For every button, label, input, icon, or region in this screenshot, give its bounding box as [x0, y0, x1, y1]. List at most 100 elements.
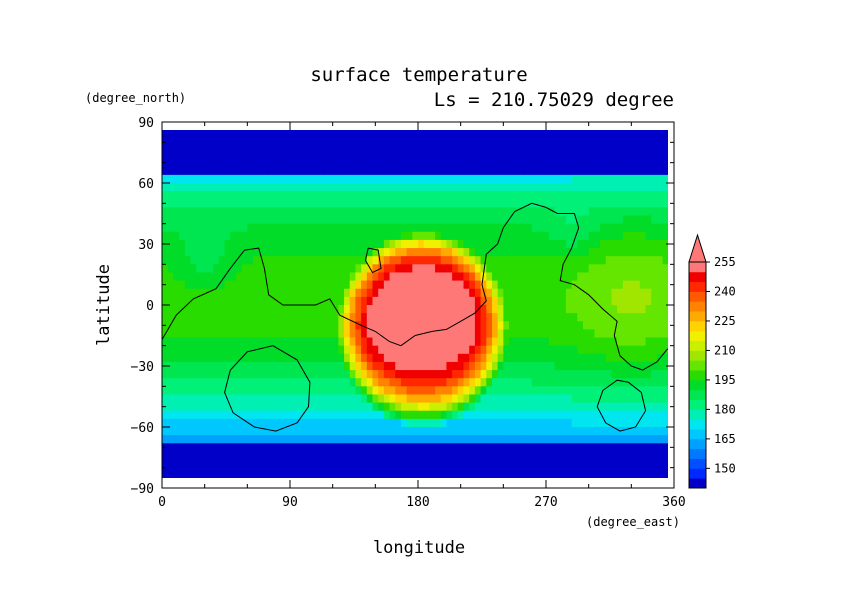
heatmap-cell	[230, 394, 237, 404]
heatmap-cell	[281, 313, 288, 322]
heatmap-cell	[270, 142, 277, 152]
heatmap-cell	[440, 199, 448, 208]
heatmap-cell	[560, 183, 567, 192]
heatmap-cell	[179, 459, 186, 469]
heatmap-cell	[213, 174, 220, 184]
heatmap-cell	[355, 467, 362, 477]
heatmap-cell	[281, 256, 288, 265]
heatmap-cell	[526, 142, 533, 152]
heatmap-cell	[622, 361, 630, 371]
heatmap-cell	[497, 191, 504, 200]
heatmap-cell	[600, 191, 607, 200]
heatmap-cell	[560, 231, 567, 241]
heatmap-cell	[418, 386, 425, 396]
heatmap-cell	[235, 329, 243, 339]
heatmap-cell	[287, 248, 294, 257]
heatmap-cell	[582, 467, 590, 477]
heatmap-cell	[292, 231, 300, 241]
heatmap-cell	[435, 435, 442, 444]
heatmap-cell	[247, 410, 254, 420]
heatmap-cell	[645, 191, 652, 200]
heatmap-cell	[469, 199, 476, 208]
heatmap-cell	[315, 386, 322, 396]
heatmap-cell	[309, 223, 317, 233]
heatmap-cell	[326, 130, 334, 135]
heatmap-cell	[389, 361, 396, 371]
heatmap-cell	[418, 443, 425, 452]
heatmap-cell	[497, 272, 504, 282]
heatmap-cell	[446, 313, 453, 322]
heatmap-cell	[418, 134, 425, 143]
heatmap-cell	[383, 313, 391, 322]
heatmap-cell	[446, 183, 453, 192]
heatmap-cell	[173, 305, 180, 314]
heatmap-cell	[230, 142, 237, 152]
heatmap-cell	[235, 443, 243, 452]
heatmap-cell	[230, 280, 237, 290]
heatmap-cell	[201, 386, 209, 396]
heatmap-cell	[270, 248, 277, 257]
heatmap-cell	[628, 305, 635, 314]
heatmap-cell	[275, 418, 283, 428]
heatmap-cell	[622, 443, 630, 452]
heatmap-cell	[389, 248, 396, 257]
heatmap-cell	[395, 142, 402, 152]
heatmap-cell	[446, 130, 453, 135]
heatmap-cell	[617, 215, 624, 225]
heatmap-cell	[656, 345, 664, 355]
heatmap-cell	[162, 191, 169, 200]
heatmap-cell	[463, 451, 470, 461]
heatmap-cell	[253, 183, 260, 192]
heatmap-cell	[600, 378, 607, 387]
heatmap-cell	[366, 183, 374, 192]
heatmap-cell	[406, 345, 413, 355]
heatmap-cell	[548, 280, 556, 290]
heatmap-cell	[491, 378, 499, 387]
heatmap-cell	[315, 410, 322, 420]
heatmap-cell	[292, 353, 300, 363]
heatmap-cell	[474, 402, 482, 412]
heatmap-cell	[446, 231, 453, 241]
heatmap-cell	[383, 427, 391, 436]
heatmap-cell	[355, 394, 362, 404]
heatmap-cell	[241, 402, 248, 412]
heatmap-cell	[486, 272, 493, 282]
heatmap-cell	[429, 191, 436, 200]
heatmap-cell	[565, 467, 573, 477]
y-tick-label: −60	[131, 421, 154, 436]
heatmap-cell	[554, 296, 561, 306]
heatmap-cell	[224, 248, 231, 257]
heatmap-cell	[486, 427, 493, 436]
heatmap-cell	[622, 130, 630, 135]
heatmap-cell	[605, 272, 613, 282]
heatmap-cell	[344, 150, 351, 160]
heatmap-cell	[429, 264, 436, 274]
heatmap-cell	[474, 353, 482, 363]
heatmap-cell	[639, 248, 647, 257]
heatmap-cell	[315, 239, 322, 249]
heatmap-cell	[480, 329, 487, 339]
heatmap-cell	[213, 418, 220, 428]
heatmap-cell	[190, 256, 197, 265]
heatmap-cell	[344, 418, 351, 428]
heatmap-cell	[395, 451, 402, 461]
heatmap-cell	[167, 313, 174, 322]
heatmap-cell	[326, 345, 334, 355]
heatmap-cell	[292, 288, 300, 298]
heatmap-cell	[207, 451, 214, 461]
heatmap-cell	[275, 337, 283, 347]
heatmap-cell	[537, 142, 544, 152]
heatmap-cell	[179, 191, 186, 200]
heatmap-cell	[349, 378, 357, 387]
heatmap-cell	[457, 142, 465, 152]
heatmap-cell	[326, 459, 334, 469]
heatmap-cell	[565, 418, 573, 428]
heatmap-cell	[594, 248, 601, 257]
heatmap-cell	[378, 394, 385, 404]
heatmap-cell	[469, 174, 476, 184]
heatmap-cell	[344, 427, 351, 436]
heatmap-cell	[639, 370, 647, 379]
heatmap-cell	[571, 223, 578, 233]
heatmap-cell	[509, 150, 516, 160]
heatmap-cell	[235, 142, 243, 152]
